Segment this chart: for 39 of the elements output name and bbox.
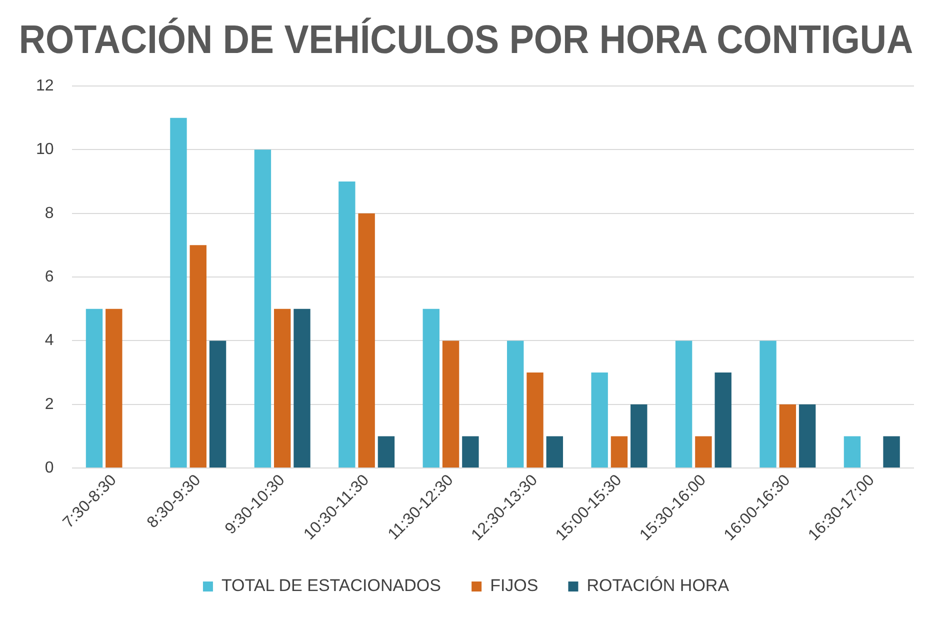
legend-label: ROTACIÓN HORA	[586, 576, 730, 596]
bar	[883, 436, 900, 468]
bar	[507, 340, 524, 468]
bar	[209, 340, 226, 468]
bar	[798, 404, 816, 468]
chart-title: ROTACIÓN DE VEHÍCULOS POR HORA CONTIGUA	[18, 16, 914, 62]
bar	[86, 308, 103, 468]
bar	[422, 308, 440, 468]
bar	[378, 436, 395, 468]
bar	[358, 213, 375, 468]
bar	[714, 372, 732, 468]
legend-label: TOTAL DE ESTACIONADOS	[221, 576, 441, 596]
bar	[526, 372, 544, 468]
bar	[610, 436, 628, 468]
bar	[170, 118, 187, 468]
bar	[779, 404, 796, 468]
bar	[695, 436, 712, 468]
y-tick-label: 2	[44, 396, 54, 413]
y-tick-label: 12	[36, 77, 54, 94]
bar	[630, 404, 648, 468]
bar	[760, 340, 776, 468]
y-tick-label: 8	[44, 204, 54, 222]
bar	[190, 245, 206, 468]
bar	[591, 372, 608, 468]
bar	[462, 436, 479, 468]
y-tick-label: 4	[44, 332, 54, 350]
bar	[274, 308, 291, 468]
bar	[106, 308, 122, 468]
bar	[546, 436, 564, 468]
bar	[675, 340, 692, 468]
bar	[442, 340, 460, 468]
y-tick-label: 6	[44, 268, 54, 286]
bar	[294, 308, 310, 468]
y-tick-label: 0	[44, 459, 54, 476]
bar	[844, 436, 861, 468]
legend-label: FIJOS	[490, 576, 538, 596]
bar	[338, 182, 356, 468]
bar	[254, 150, 272, 468]
y-tick-label: 10	[36, 141, 54, 158]
